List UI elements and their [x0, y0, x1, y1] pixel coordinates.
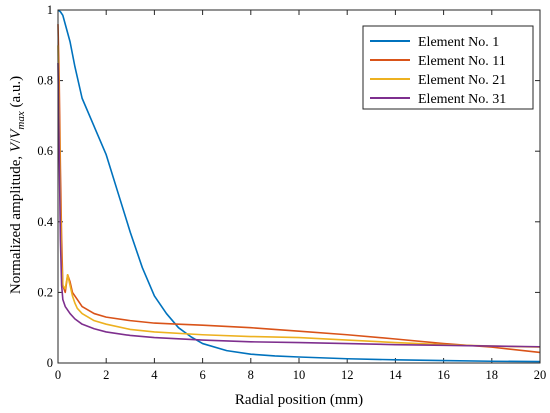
legend-label-4: Element No. 31 — [418, 92, 506, 107]
y-axis-label-slash: / — [8, 138, 24, 143]
y-tick-label: 0.4 — [37, 215, 53, 229]
legend-box — [362, 25, 534, 110]
x-tick-label: 6 — [199, 368, 205, 382]
x-tick-label: 12 — [341, 368, 354, 382]
x-tick-label: 2 — [103, 368, 109, 382]
y-tick-label: 0 — [47, 356, 53, 370]
plot-frame — [57, 9, 541, 364]
x-tick-label: 8 — [248, 368, 254, 382]
legend-label-1: Element No. 1 — [418, 35, 499, 50]
x-tick-label: 4 — [151, 368, 158, 382]
legend: Element No. 1 Element No. 11 Element No. 2… — [362, 25, 534, 110]
y-axis-label-sub: max — [15, 111, 27, 129]
y-tick-label: 0.2 — [37, 285, 53, 299]
y-axis-label-prefix: Normalized amplitude, — [8, 152, 24, 294]
y-tick-label: 1 — [47, 3, 53, 17]
x-tick-label: 18 — [486, 368, 499, 382]
y-tick-label: 0.6 — [37, 144, 53, 158]
y-axis-label: Normalized amplitude, V/Vmax (a.u.) — [8, 76, 27, 294]
series-line-1 — [57, 9, 541, 363]
x-tick-label: 0 — [55, 368, 61, 382]
y-axis-label-suffix: (a.u.) — [8, 76, 24, 111]
x-tick-label: 20 — [534, 368, 547, 382]
x-tick-label: 14 — [389, 368, 402, 382]
x-axis-label: Radial position (mm) — [235, 392, 363, 408]
x-tick-label: 10 — [293, 368, 306, 382]
y-axis-label-v2: V — [8, 128, 24, 139]
series-line-4 — [57, 62, 541, 348]
y-tick-label: 0.8 — [37, 74, 53, 88]
tick-group: 0 2 4 6 8 10 12 14 16 18 20 0 0.2 0.4 0.6 0.8 1 — [37, 3, 546, 382]
x-tick-label: 16 — [437, 368, 450, 382]
series-line-3 — [57, 45, 541, 348]
legend-label-3: Element No. 21 — [418, 73, 506, 88]
legend-label-2: Element No. 11 — [418, 54, 506, 69]
series-group — [57, 9, 541, 363]
y-axis-label-v1: V — [8, 141, 24, 152]
